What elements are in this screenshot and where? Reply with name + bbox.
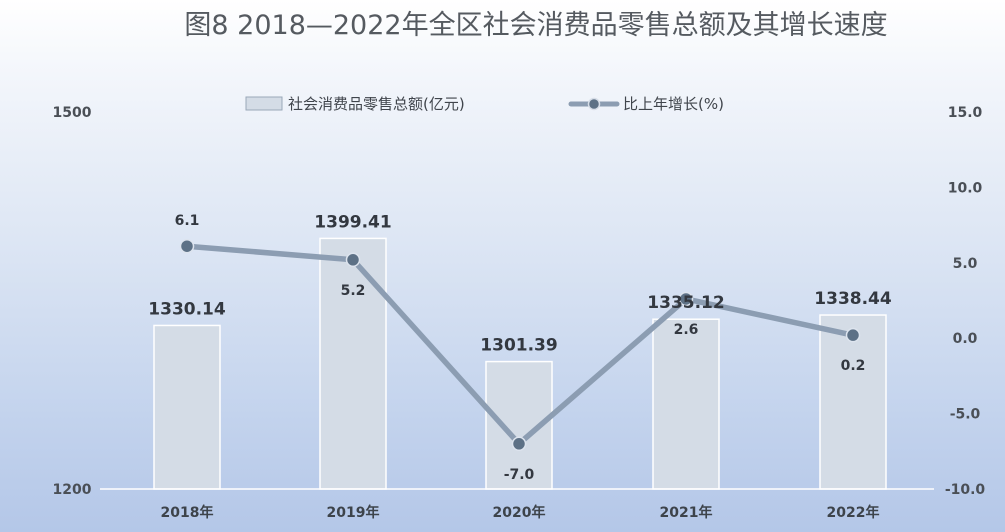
line-data-labels: 6.1 5.2 -7.0 2.6 0.2 <box>175 213 866 483</box>
x-tick-label: 2020年 <box>493 504 546 521</box>
right-tick-label: 15.0 <box>948 105 983 121</box>
bar-1 <box>319 237 387 490</box>
bar-3 <box>652 318 720 490</box>
growth-point-1 <box>345 252 361 268</box>
right-tick-label: -5.0 <box>950 407 981 423</box>
bar-0 <box>153 324 221 490</box>
legend-line-label: 比上年增长(%) <box>623 95 724 113</box>
x-tick-label: 2019年 <box>327 504 380 521</box>
right-tick-label: 5.0 <box>953 256 978 272</box>
bar-value-label: 1338.44 <box>814 289 892 309</box>
left-tick-label: 1500 <box>53 105 92 121</box>
left-axis: 1200 1500 <box>53 105 92 498</box>
growth-point-0 <box>179 238 195 254</box>
growth-value-label: 2.6 <box>674 322 699 338</box>
right-tick-label: 0.0 <box>953 331 978 347</box>
bar-4 <box>819 314 887 490</box>
x-axis: 2018年 2019年 2020年 2021年 2022年 <box>161 504 880 521</box>
right-axis: 15.0 10.0 5.0 0.0 -5.0 -10.0 <box>945 105 986 498</box>
right-tick-label: -10.0 <box>945 482 986 498</box>
right-tick-label: 10.0 <box>948 180 983 196</box>
legend-line-marker <box>587 97 601 111</box>
bar-value-label: 1399.41 <box>314 212 391 232</box>
legend-bar-swatch <box>245 96 283 111</box>
x-tick-label: 2018年 <box>161 504 214 521</box>
growth-value-label: 5.2 <box>341 283 366 299</box>
x-tick-label: 2021年 <box>660 504 713 521</box>
bar-series <box>153 237 887 490</box>
line-series <box>179 238 861 452</box>
bar-data-labels: 1330.14 1399.41 1301.39 1335.12 1338.44 <box>148 212 892 355</box>
growth-value-label: 0.2 <box>841 358 866 374</box>
bar-value-label: 1330.14 <box>148 299 226 319</box>
legend: 社会消费品零售总额(亿元) 比上年增长(%) <box>245 95 724 113</box>
bar-value-label: 1301.39 <box>480 336 557 356</box>
x-tick-label: 2022年 <box>827 504 880 521</box>
chart-title: 图8 2018—2022年全区社会消费品零售总额及其增长速度 <box>184 10 887 41</box>
growth-point-2 <box>511 436 527 452</box>
bar-value-label: 1335.12 <box>647 293 724 313</box>
growth-value-label: 6.1 <box>175 213 200 229</box>
growth-value-label: -7.0 <box>504 467 535 483</box>
left-tick-label: 1200 <box>53 482 92 498</box>
growth-point-4 <box>845 327 861 343</box>
growth-point-3 <box>678 291 694 307</box>
legend-bar-label: 社会消费品零售总额(亿元) <box>288 95 465 113</box>
